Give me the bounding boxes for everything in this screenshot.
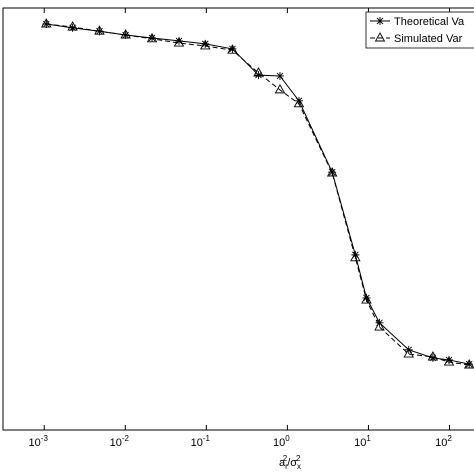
x-axis-label-part: 2: [283, 454, 288, 463]
star-marker: [428, 353, 437, 362]
star-marker: [294, 96, 303, 105]
star-marker: [362, 293, 371, 302]
star-marker: [351, 250, 360, 259]
x-tick-label: 10-3: [29, 434, 49, 449]
triangle-marker: [173, 37, 185, 47]
triangle-marker: [361, 294, 372, 304]
x-axis-label-part: a: [279, 457, 286, 469]
star-marker: [148, 33, 157, 42]
x-tick-label: 100: [273, 434, 290, 449]
x-tick-label: 10-2: [110, 434, 130, 449]
star-marker: [68, 23, 77, 32]
triangle-marker: [350, 251, 361, 262]
x-tick-base: 10: [191, 437, 203, 449]
x-tick-label: 101: [354, 434, 371, 449]
legend-label: Simulated Var: [394, 33, 463, 45]
x-tick-exponent: 1: [366, 434, 371, 443]
star-marker: [275, 71, 284, 80]
x-tick-label: 102: [435, 434, 452, 449]
x-tick-label: 10-1: [191, 434, 211, 449]
triangle-marker: [146, 32, 158, 43]
x-axis-label: ar2/σx2: [279, 454, 301, 471]
x-axis-label-part: r: [285, 462, 288, 471]
x-tick-base: 10: [435, 437, 447, 449]
triangle-marker: [443, 356, 455, 366]
series-line: [46, 23, 470, 366]
triangle-marker: [120, 29, 131, 39]
star-marker: [95, 27, 104, 36]
triangle-marker: [326, 167, 338, 177]
star-marker: [174, 36, 183, 45]
x-axis-label-part: 2: [296, 454, 301, 463]
x-tick-exponent: 0: [285, 434, 290, 443]
legend-box: [365, 11, 474, 49]
x-tick-base: 10: [29, 437, 41, 449]
triangle-marker: [374, 321, 385, 331]
legend-label: Theoretical Va: [394, 16, 465, 28]
x-axis-label-part: x: [297, 462, 301, 471]
triangle-marker: [227, 44, 238, 54]
x-tick-base: 10: [110, 437, 122, 449]
star-marker: [376, 17, 384, 25]
triangle-marker: [403, 348, 414, 358]
triangle-marker: [94, 25, 105, 35]
x-tick-exponent: 2: [447, 434, 452, 443]
x-tick-base: 10: [354, 437, 366, 449]
triangle-marker: [374, 32, 386, 42]
star-marker: [465, 360, 474, 369]
triangle-marker: [253, 67, 264, 77]
x-tick-base: 10: [273, 437, 285, 449]
triangle-marker: [274, 83, 286, 94]
x-axis-label-part: /σ: [287, 457, 297, 469]
star-marker: [444, 355, 453, 364]
triangle-marker: [463, 359, 474, 369]
triangle-marker: [427, 351, 439, 361]
triangle-marker: [199, 40, 211, 50]
triangle-marker: [293, 97, 305, 108]
x-tick-exponent: -2: [122, 434, 130, 443]
x-tick-exponent: -1: [203, 434, 211, 443]
star-marker: [228, 44, 237, 53]
star-marker: [254, 71, 263, 80]
triangle-marker: [41, 18, 52, 28]
x-tick-exponent: -3: [41, 434, 49, 443]
axes-frame: [2, 7, 474, 431]
triangle-marker: [67, 21, 78, 31]
star-marker: [201, 39, 210, 48]
star-marker: [328, 168, 337, 177]
